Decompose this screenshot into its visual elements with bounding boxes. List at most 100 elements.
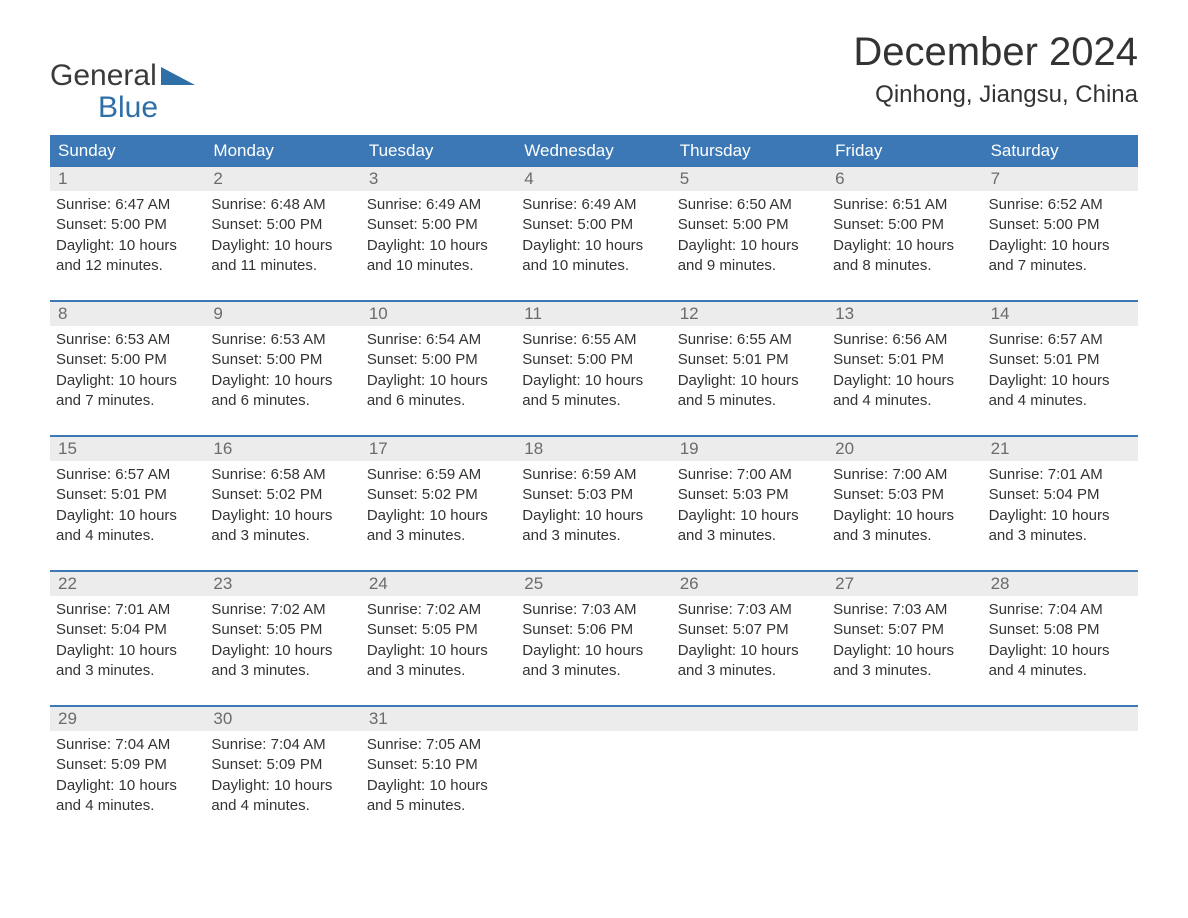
day-cell: 10Sunrise: 6:54 AMSunset: 5:00 PMDayligh… [361,302,516,419]
day-sr: Sunrise: 6:50 AM [678,195,821,215]
day-number: 27 [827,572,982,596]
day-cell: 15Sunrise: 6:57 AMSunset: 5:01 PMDayligh… [50,437,205,554]
day-d1: Daylight: 10 hours [211,776,354,796]
day-d1: Daylight: 10 hours [522,371,665,391]
day-sr: Sunrise: 6:55 AM [522,330,665,350]
day-details: Sunrise: 6:47 AMSunset: 5:00 PMDaylight:… [50,191,205,276]
day-d2: and 8 minutes. [833,256,976,276]
day-details: Sunrise: 6:58 AMSunset: 5:02 PMDaylight:… [205,461,360,546]
weekday-header: Friday [827,135,982,167]
calendar: SundayMondayTuesdayWednesdayThursdayFrid… [50,135,1138,824]
week-row: 22Sunrise: 7:01 AMSunset: 5:04 PMDayligh… [50,570,1138,689]
day-number-empty [672,707,827,731]
day-ss: Sunset: 5:00 PM [522,215,665,235]
day-d2: and 3 minutes. [678,661,821,681]
day-sr: Sunrise: 7:03 AM [833,600,976,620]
day-cell: 18Sunrise: 6:59 AMSunset: 5:03 PMDayligh… [516,437,671,554]
day-d2: and 3 minutes. [522,526,665,546]
day-ss: Sunset: 5:08 PM [989,620,1132,640]
day-ss: Sunset: 5:00 PM [367,350,510,370]
day-cell: 4Sunrise: 6:49 AMSunset: 5:00 PMDaylight… [516,167,671,284]
day-sr: Sunrise: 7:00 AM [678,465,821,485]
day-ss: Sunset: 5:05 PM [367,620,510,640]
day-sr: Sunrise: 6:47 AM [56,195,199,215]
location-subtitle: Qinhong, Jiangsu, China [853,81,1138,109]
day-d1: Daylight: 10 hours [367,506,510,526]
day-details: Sunrise: 6:49 AMSunset: 5:00 PMDaylight:… [516,191,671,276]
day-sr: Sunrise: 7:00 AM [833,465,976,485]
day-sr: Sunrise: 6:53 AM [211,330,354,350]
day-sr: Sunrise: 7:02 AM [367,600,510,620]
day-details: Sunrise: 7:01 AMSunset: 5:04 PMDaylight:… [983,461,1138,546]
day-details: Sunrise: 7:04 AMSunset: 5:09 PMDaylight:… [205,731,360,816]
day-details: Sunrise: 7:00 AMSunset: 5:03 PMDaylight:… [827,461,982,546]
day-ss: Sunset: 5:03 PM [678,485,821,505]
title-block: December 2024 Qinhong, Jiangsu, China [853,30,1138,115]
brand-flag-icon [161,63,195,85]
day-cell: 19 Sunrise: 7:00 AMSunset: 5:03 PMDayligh… [672,437,827,554]
day-cell: 14Sunrise: 6:57 AMSunset: 5:01 PMDayligh… [983,302,1138,419]
day-number: 4 [516,167,671,191]
day-number: 19 [672,437,827,461]
day-d2: and 3 minutes. [678,526,821,546]
day-d1: Daylight: 10 hours [989,371,1132,391]
day-ss: Sunset: 5:03 PM [522,485,665,505]
week-row: 15Sunrise: 6:57 AMSunset: 5:01 PMDayligh… [50,435,1138,554]
day-number-empty [516,707,671,731]
day-cell: 1Sunrise: 6:47 AMSunset: 5:00 PMDaylight… [50,167,205,284]
weekday-header: Sunday [50,135,205,167]
day-number: 3 [361,167,516,191]
day-sr: Sunrise: 7:04 AM [211,735,354,755]
day-cell: 29Sunrise: 7:04 AMSunset: 5:09 PMDayligh… [50,707,205,824]
day-cell: 12Sunrise: 6:55 AMSunset: 5:01 PMDayligh… [672,302,827,419]
day-ss: Sunset: 5:07 PM [678,620,821,640]
day-ss: Sunset: 5:00 PM [56,350,199,370]
day-cell: 5Sunrise: 6:50 AMSunset: 5:00 PMDaylight… [672,167,827,284]
day-number: 24 [361,572,516,596]
day-sr: Sunrise: 6:57 AM [989,330,1132,350]
day-ss: Sunset: 5:09 PM [56,755,199,775]
day-number-empty [827,707,982,731]
day-details: Sunrise: 7:03 AMSunset: 5:07 PMDaylight:… [827,596,982,681]
day-number: 18 [516,437,671,461]
day-sr: Sunrise: 6:56 AM [833,330,976,350]
day-ss: Sunset: 5:01 PM [989,350,1132,370]
week-row: 29Sunrise: 7:04 AMSunset: 5:09 PMDayligh… [50,705,1138,824]
brand-logo: General Blue [50,30,195,123]
day-details: Sunrise: 6:55 AMSunset: 5:01 PMDaylight:… [672,326,827,411]
day-details: Sunrise: 6:56 AMSunset: 5:01 PMDaylight:… [827,326,982,411]
day-d1: Daylight: 10 hours [56,371,199,391]
day-d1: Daylight: 10 hours [833,371,976,391]
day-d1: Daylight: 10 hours [833,506,976,526]
day-cell: 22Sunrise: 7:01 AMSunset: 5:04 PMDayligh… [50,572,205,689]
day-sr: Sunrise: 7:01 AM [989,465,1132,485]
day-details: Sunrise: 6:51 AMSunset: 5:00 PMDaylight:… [827,191,982,276]
day-d2: and 10 minutes. [367,256,510,276]
day-details: Sunrise: 7:04 AMSunset: 5:08 PMDaylight:… [983,596,1138,681]
day-d1: Daylight: 10 hours [56,506,199,526]
day-number: 30 [205,707,360,731]
day-number: 13 [827,302,982,326]
day-cell: 8Sunrise: 6:53 AMSunset: 5:00 PMDaylight… [50,302,205,419]
day-d1: Daylight: 10 hours [56,641,199,661]
day-ss: Sunset: 5:00 PM [211,215,354,235]
day-details: Sunrise: 7:03 AMSunset: 5:07 PMDaylight:… [672,596,827,681]
day-number: 31 [361,707,516,731]
day-ss: Sunset: 5:00 PM [522,350,665,370]
month-title: December 2024 [853,30,1138,75]
day-number: 16 [205,437,360,461]
day-ss: Sunset: 5:01 PM [833,350,976,370]
day-d2: and 7 minutes. [56,391,199,411]
day-details: Sunrise: 6:57 AMSunset: 5:01 PMDaylight:… [50,461,205,546]
day-number: 20 [827,437,982,461]
day-number: 9 [205,302,360,326]
day-number: 7 [983,167,1138,191]
brand-word1: General [50,60,157,92]
day-d2: and 6 minutes. [211,391,354,411]
day-sr: Sunrise: 6:54 AM [367,330,510,350]
day-d1: Daylight: 10 hours [678,506,821,526]
day-number: 5 [672,167,827,191]
day-ss: Sunset: 5:00 PM [989,215,1132,235]
day-d2: and 5 minutes. [522,391,665,411]
day-details: Sunrise: 6:48 AMSunset: 5:00 PMDaylight:… [205,191,360,276]
